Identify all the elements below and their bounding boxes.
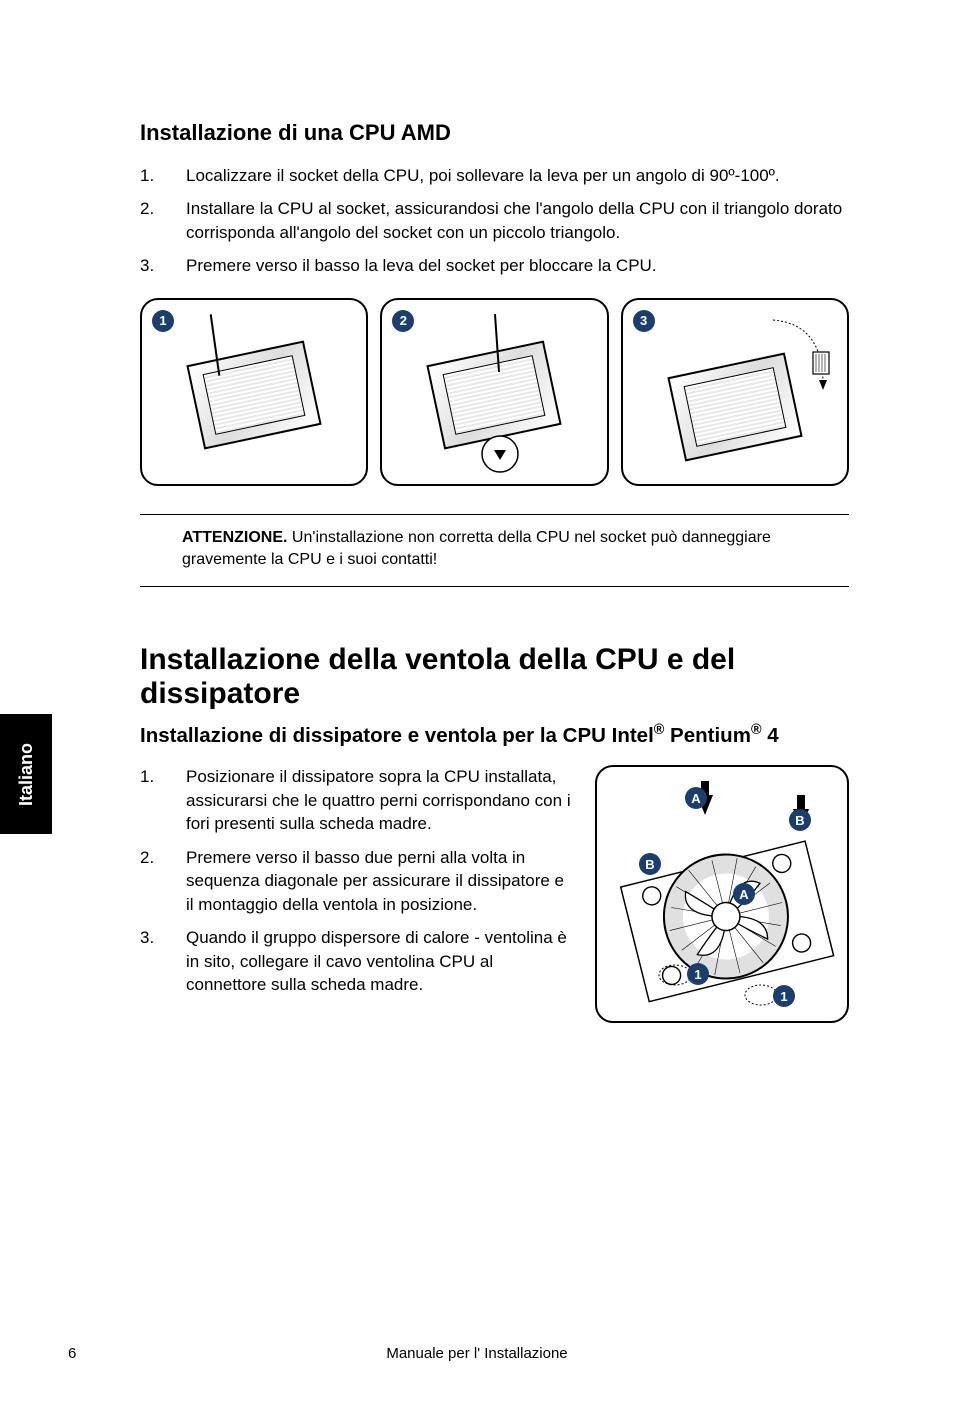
list-item: 2. Premere verso il basso due perni alla… [140,846,571,916]
section2-heading: Installazione della ventola della CPU e … [140,643,849,712]
section1-heading: Installazione di una CPU AMD [140,120,849,146]
list-item: 1. Posizionare il dissipatore sopra la C… [140,765,571,835]
section2-steps: 1. Posizionare il dissipatore sopra la C… [140,765,571,996]
page-footer: 6 Manuale per l' Installazione [0,1345,954,1362]
step-number: 3. [140,926,186,996]
diagram-step-1: 1 [140,298,368,486]
step-text: Premere verso il basso due perni alla vo… [186,846,571,916]
socket-illustration [187,341,322,450]
attention-callout: ATTENZIONE. Un'installazione non corrett… [140,514,849,587]
section2-content: 1. Posizionare il dissipatore sopra la C… [140,765,849,1023]
list-item: 3. Premere verso il basso la leva del so… [140,254,849,277]
step-number: 3. [140,254,186,277]
lever-closing-illustration [763,314,835,404]
diagram-badge: 2 [392,310,414,332]
list-item: 2. Installare la CPU al socket, assicura… [140,197,849,244]
page-content: Installazione di una CPU AMD 1. Localizz… [0,0,954,1418]
section2-subheading: Installazione di dissipatore e ventola p… [140,722,849,748]
step-number: 2. [140,846,186,916]
subheading-part: Pentium [664,723,751,746]
step-number: 1. [140,765,186,835]
fan-illustration [597,767,849,1023]
magnifier-icon [478,432,528,482]
diagram-badge: 1 [152,310,174,332]
step-number: 2. [140,197,186,244]
step-text: Installare la CPU al socket, assicurando… [186,197,849,244]
diagram-badge: 3 [633,310,655,332]
step-number: 1. [140,164,186,187]
section1-steps: 1. Localizzare il socket della CPU, poi … [140,164,849,278]
diagram-step-2: 2 [380,298,608,486]
step-text: Localizzare il socket della CPU, poi sol… [186,164,849,187]
amd-cpu-diagrams: 1 2 3 [140,298,849,486]
list-item: 1. Localizzare il socket della CPU, poi … [140,164,849,187]
attention-label: ATTENZIONE. [182,529,287,546]
section2-steps-column: 1. Posizionare il dissipatore sopra la C… [140,765,571,1023]
step-text: Posizionare il dissipatore sopra la CPU … [186,765,571,835]
list-item: 3. Quando il gruppo dispersore di calore… [140,926,571,996]
subheading-part: 4 [762,723,779,746]
step-text: Quando il gruppo dispersore di calore - … [186,926,571,996]
registered-mark: ® [654,722,665,738]
fan-heatsink-diagram: A B B A 1 1 [595,765,849,1023]
section2-diagram-column: A B B A 1 1 [595,765,849,1023]
footer-title: Manuale per l' Installazione [386,1345,567,1362]
diagram-step-3: 3 [621,298,849,486]
subheading-part: Installazione di dissipatore e ventola p… [140,723,654,746]
step-text: Premere verso il basso la leva del socke… [186,254,849,277]
registered-mark: ® [751,722,762,738]
page-number: 6 [68,1345,76,1362]
